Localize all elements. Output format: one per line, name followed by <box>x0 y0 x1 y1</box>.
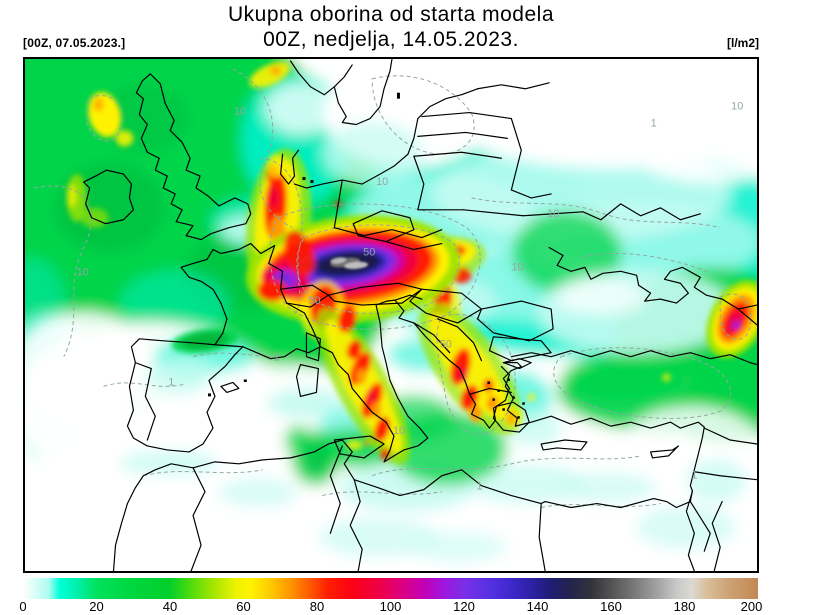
switzerland-border <box>280 284 329 308</box>
colorbar-tick: 100 <box>379 599 402 614</box>
cyprus <box>649 445 680 459</box>
title-line-2: 00Z, nedjelja, 14.05.2023. <box>263 27 519 51</box>
denmark <box>280 149 300 185</box>
italy-coast <box>319 299 429 463</box>
colorbar-tick: 20 <box>89 599 104 614</box>
hungary-border <box>409 288 483 324</box>
czechia-border <box>352 210 415 243</box>
colorbar-tick: 60 <box>236 599 251 614</box>
units-label: [l/m2] <box>726 36 759 50</box>
contour-label: 50 <box>363 246 375 258</box>
sardinia <box>295 364 319 397</box>
colorbar-tick: 80 <box>309 599 325 614</box>
ireland-coast <box>83 169 135 225</box>
colorbar-tick: 140 <box>526 599 549 614</box>
contour-label: 10 <box>376 176 388 188</box>
colorbar-tick: 120 <box>453 599 475 614</box>
corsica <box>305 332 321 362</box>
contour-label: 1 <box>651 117 657 129</box>
contour-label: 10 <box>77 266 89 278</box>
chart-title: Ukupna oborina od starta modela 00Z, ned… <box>23 3 759 53</box>
sweden-coast <box>333 59 393 126</box>
contour-label: 50 <box>308 295 320 307</box>
colorbar-tick: 160 <box>600 599 622 614</box>
contour-label: 50 <box>440 339 452 351</box>
title-line-1: Ukupna oborina od starta modela <box>227 3 555 26</box>
contour-label: 1 <box>168 376 174 388</box>
norway-south-coast <box>289 60 353 96</box>
iberia-coast <box>126 338 244 453</box>
model-run-label: [00Z, 07.05.2023.] <box>23 36 126 50</box>
contour-label: 10 <box>547 208 559 220</box>
mediterranean-south-coast <box>112 366 705 571</box>
colorbar-gradient <box>23 578 758 599</box>
precipitation-map: 10 10 10 10 10 10 50 50 50 1 1 1 1 1 10 <box>23 57 759 573</box>
contour-label: 1 <box>274 352 280 364</box>
colorbar-tick-labels: 0 20 40 60 80 100 120 140 160 180 200 <box>19 599 762 615</box>
adriatic-greece-coast <box>394 299 522 429</box>
romania-border <box>476 300 554 342</box>
peloponnese <box>492 401 530 433</box>
contour-label: 10 <box>234 106 246 118</box>
precip-base-field-layer <box>25 59 757 571</box>
contour-labels-layer: 10 10 10 10 10 10 50 50 50 1 1 1 1 1 10 <box>77 101 744 493</box>
contour-label: 10 <box>731 101 743 113</box>
contour-label: 10 <box>393 425 405 437</box>
contour-label: 1 <box>477 481 483 493</box>
turkey-north-coast <box>510 350 757 366</box>
country-borders-layer <box>83 59 757 571</box>
aegean-islands <box>208 92 525 419</box>
colorbar-tick: 0 <box>19 599 27 614</box>
map-canvas: 10 10 10 10 10 10 50 50 50 1 1 1 1 1 10 <box>25 59 757 571</box>
sicily <box>333 435 385 459</box>
baltic-south-coast <box>293 88 479 189</box>
contour-lines-layer <box>33 68 752 508</box>
contour-label: 10 <box>511 261 523 273</box>
contour-label: 1 <box>691 470 697 482</box>
crete <box>540 439 588 451</box>
mallorca <box>220 381 240 393</box>
black-sea-north-coast <box>548 246 757 326</box>
colorbar-tick: 40 <box>162 599 178 614</box>
colorbar-tick: 200 <box>740 599 763 614</box>
alps-gray-core-layer <box>330 257 369 269</box>
great-britain-coast <box>135 73 252 241</box>
bulgaria-border <box>488 336 552 362</box>
colorbar-tick: 180 <box>673 599 696 614</box>
france-coast <box>180 242 252 346</box>
